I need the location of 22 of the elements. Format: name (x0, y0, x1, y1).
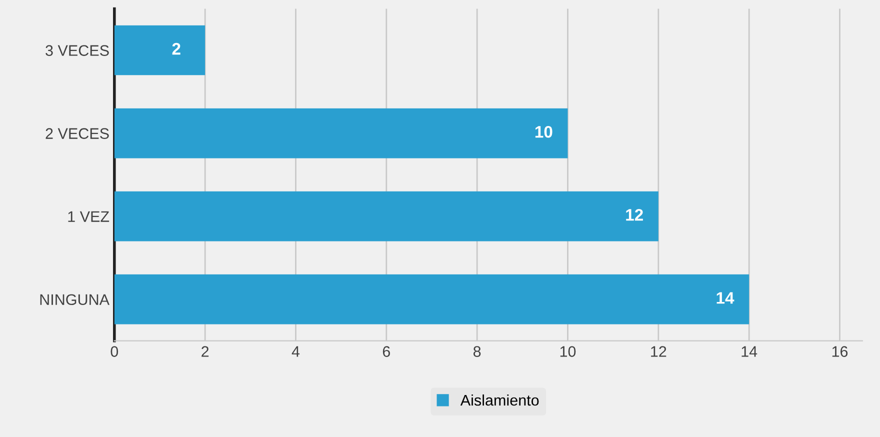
bar (114, 25, 206, 76)
y-tick-label: NINGUNA (40, 294, 110, 306)
data-label: 10 (535, 126, 552, 138)
x-tick-label: 0 (110, 346, 118, 357)
bar (114, 108, 568, 158)
y-tick-label: 1 VEZ (68, 211, 110, 222)
x-tick-label: 8 (473, 346, 481, 357)
x-tick-label: 14 (742, 346, 758, 357)
x-tick-label: 16 (832, 346, 848, 357)
y-tick-label: 3 VECES (46, 45, 109, 56)
data-label: 12 (626, 208, 643, 221)
bar (114, 274, 750, 324)
legend-label: Aislamiento (460, 394, 539, 406)
x-tick-label: 10 (560, 346, 576, 357)
data-label: 2 (172, 42, 180, 55)
x-tick-label: 4 (292, 346, 300, 357)
data-label: 14 (716, 292, 734, 304)
x-tick-label: 2 (202, 346, 209, 357)
x-tick-label: 6 (382, 346, 390, 357)
y-tick-label: 2 VECES (46, 128, 109, 139)
x-tick-label: 12 (651, 346, 666, 357)
bar (114, 191, 658, 242)
